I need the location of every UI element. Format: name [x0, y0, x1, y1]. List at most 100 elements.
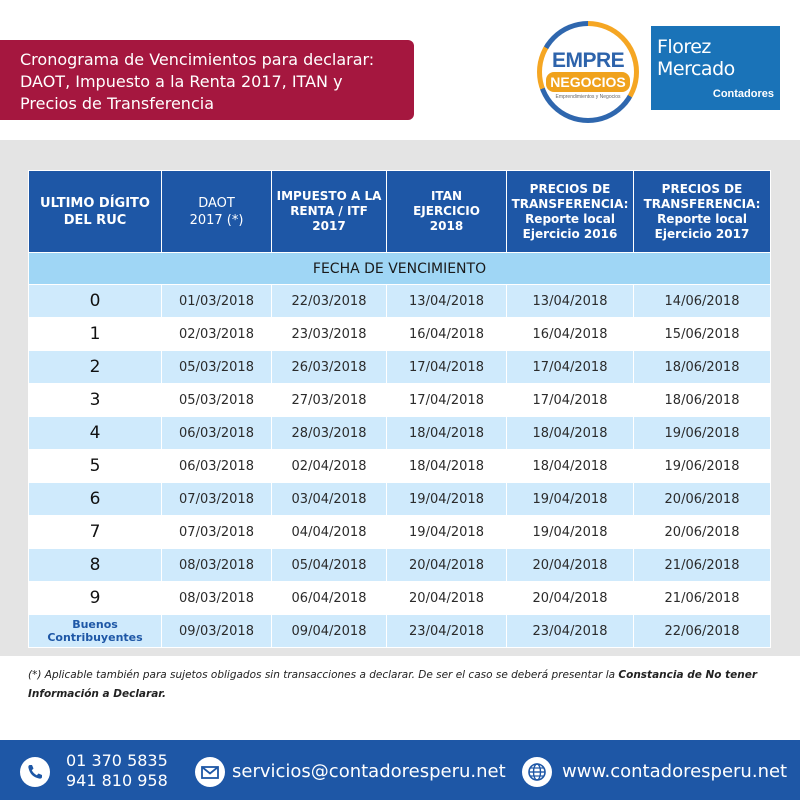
cell-daot: 07/03/2018: [161, 482, 272, 516]
section-label-fecha: FECHA DE VENCIMIENTO: [28, 252, 771, 285]
cell-itan: 16/04/2018: [386, 317, 507, 351]
fm-logo-line-2: Mercado: [657, 58, 735, 80]
empre-logo-bottom-text: NEGOCIOS: [546, 72, 630, 92]
cell-itan: 20/04/2018: [386, 581, 507, 615]
cell-pt-2017: 15/06/2018: [633, 317, 771, 351]
cell-daot: 05/03/2018: [161, 383, 272, 417]
title-banner: Cronograma de Vencimientos para declarar…: [0, 40, 414, 120]
empre-logo-tagline: Emprendimientos y Negocios: [555, 94, 621, 100]
ruc-digit-cell: 7: [28, 515, 162, 549]
florez-mercado-logo: Florez Mercado Contadores: [651, 26, 780, 110]
cell-pt-2016: 17/04/2018: [506, 350, 634, 384]
cell-itan: 19/04/2018: [386, 515, 507, 549]
good-contributors-row: Buenos Contribuyentes 09/03/2018 09/04/2…: [28, 614, 771, 648]
cell-pt-2016: 20/04/2018: [506, 581, 634, 615]
title-line-2: DAOT, Impuesto a la Renta 2017, ITAN y: [20, 72, 343, 91]
cell-itan: 23/04/2018: [386, 614, 507, 648]
cell-pt-2016: 23/04/2018: [506, 614, 634, 648]
header-daot: DAOT 2017 (*): [161, 170, 272, 253]
phone-number-1[interactable]: 01 370 5835: [66, 751, 168, 770]
cell-pt-2017: 19/06/2018: [633, 449, 771, 483]
ruc-digit-cell: 8: [28, 548, 162, 582]
cell-pt-2017: 21/06/2018: [633, 548, 771, 582]
cell-pt-2016: 18/04/2018: [506, 416, 634, 450]
cell-daot: 08/03/2018: [161, 548, 272, 582]
cell-pt-2017: 19/06/2018: [633, 416, 771, 450]
table-row: 8 08/03/2018 05/04/2018 20/04/2018 20/04/201…: [28, 548, 771, 582]
title-line-1: Cronograma de Vencimientos para declarar…: [20, 50, 375, 69]
phone-number-2[interactable]: 941 810 958: [66, 771, 168, 790]
table-row: 9 08/03/2018 06/04/2018 20/04/2018 20/04/201…: [28, 581, 771, 615]
cell-itan: 18/04/2018: [386, 416, 507, 450]
fm-logo-line-3: Contadores: [712, 88, 774, 100]
cell-daot: 02/03/2018: [161, 317, 272, 351]
cell-itan: 18/04/2018: [386, 449, 507, 483]
cell-itan: 13/04/2018: [386, 284, 507, 318]
cell-daot: 07/03/2018: [161, 515, 272, 549]
table-row: 6 07/03/2018 03/04/2018 19/04/2018 19/04/201…: [28, 482, 771, 516]
email-link[interactable]: servicios@contadoresperu.net: [232, 761, 506, 782]
cell-renta: 05/04/2018: [271, 548, 387, 582]
table-row: 5 06/03/2018 02/04/2018 18/04/2018 18/04/201…: [28, 449, 771, 483]
header-pt-2016: PRECIOS DE TRANSFERENCIA: Reporte local …: [506, 170, 634, 253]
header-pt-2017: PRECIOS DE TRANSFERENCIA: Reporte local …: [633, 170, 771, 253]
ruc-digit-cell: 1: [28, 317, 162, 351]
footnote-bold: Constancia de No tener Información a Dec…: [28, 669, 758, 700]
table-row: 3 05/03/2018 27/03/2018 17/04/2018 17/04/201…: [28, 383, 771, 417]
cell-renta: 26/03/2018: [271, 350, 387, 384]
cell-pt-2016: 17/04/2018: [506, 383, 634, 417]
contact-footer: 01 370 5835 941 810 958 servicios@contad…: [0, 740, 800, 800]
cell-itan: 17/04/2018: [386, 383, 507, 417]
cell-pt-2017: 22/06/2018: [633, 614, 771, 648]
cell-pt-2017: 14/06/2018: [633, 284, 771, 318]
cell-pt-2017: 21/06/2018: [633, 581, 771, 615]
cell-pt-2017: 20/06/2018: [633, 515, 771, 549]
cell-pt-2017: 18/06/2018: [633, 383, 771, 417]
website-link[interactable]: www.contadoresperu.net: [562, 761, 788, 782]
cell-renta: 23/03/2018: [271, 317, 387, 351]
cell-renta: 28/03/2018: [271, 416, 387, 450]
cell-pt-2017: 20/06/2018: [633, 482, 771, 516]
cell-pt-2017: 18/06/2018: [633, 350, 771, 384]
header-itan: ITAN EJERCICIO 2018: [386, 170, 507, 253]
mail-icon: [195, 757, 225, 787]
cell-renta: 03/04/2018: [271, 482, 387, 516]
empre-negocios-logo: EMPRE NEGOCIOS Emprendimientos y Negocio…: [537, 21, 639, 123]
data-rows: 0 01/03/2018 22/03/2018 13/04/2018 13/04/201…: [28, 284, 771, 615]
cell-daot: 08/03/2018: [161, 581, 272, 615]
cell-renta: 02/04/2018: [271, 449, 387, 483]
title-line-3: Precios de Transferencia: [20, 94, 214, 113]
table-row: 2 05/03/2018 26/03/2018 17/04/2018 17/04/201…: [28, 350, 771, 384]
ruc-digit-cell: 2: [28, 350, 162, 384]
cell-daot: 01/03/2018: [161, 284, 272, 318]
cell-itan: 20/04/2018: [386, 548, 507, 582]
table-header-row: ULTIMO DÍGITO DEL RUC DAOT 2017 (*) IMPU…: [28, 170, 771, 253]
ruc-digit-cell: 6: [28, 482, 162, 516]
globe-icon: [522, 757, 552, 787]
cell-renta: 22/03/2018: [271, 284, 387, 318]
cell-renta: 04/04/2018: [271, 515, 387, 549]
cell-itan: 17/04/2018: [386, 350, 507, 384]
cell-daot: 06/03/2018: [161, 449, 272, 483]
table-row: 7 07/03/2018 04/04/2018 19/04/2018 19/04/201…: [28, 515, 771, 549]
cell-renta: 27/03/2018: [271, 383, 387, 417]
cell-pt-2016: 20/04/2018: [506, 548, 634, 582]
table-row: 1 02/03/2018 23/03/2018 16/04/2018 16/04/201…: [28, 317, 771, 351]
cell-pt-2016: 19/04/2018: [506, 482, 634, 516]
cell-renta: 06/04/2018: [271, 581, 387, 615]
good-contributors-label: Buenos Contribuyentes: [28, 614, 162, 648]
ruc-digit-cell: 9: [28, 581, 162, 615]
ruc-digit-cell: 5: [28, 449, 162, 483]
cell-renta: 09/04/2018: [271, 614, 387, 648]
ruc-digit-cell: 4: [28, 416, 162, 450]
table-row: 0 01/03/2018 22/03/2018 13/04/2018 13/04/201…: [28, 284, 771, 318]
phone-icon: [20, 757, 50, 787]
cell-daot: 09/03/2018: [161, 614, 272, 648]
schedule-table: ULTIMO DÍGITO DEL RUC DAOT 2017 (*) IMPU…: [28, 170, 771, 648]
section-row: FECHA DE VENCIMIENTO: [28, 252, 771, 285]
empre-logo-inner: EMPRE NEGOCIOS Emprendimientos y Negocio…: [542, 26, 634, 118]
cell-daot: 05/03/2018: [161, 350, 272, 384]
footnote-text: (*) Aplicable también para sujetos oblig…: [28, 669, 619, 681]
schedule-panel: ULTIMO DÍGITO DEL RUC DAOT 2017 (*) IMPU…: [0, 140, 800, 700]
cell-pt-2016: 16/04/2018: [506, 317, 634, 351]
